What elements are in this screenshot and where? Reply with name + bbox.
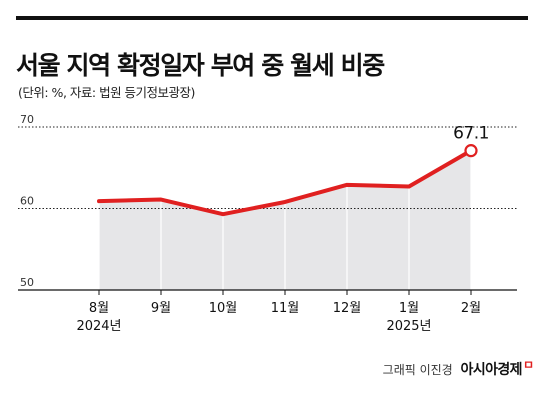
chart-title: 서울 지역 확정일자 부여 중 월세 비중 bbox=[16, 51, 385, 80]
last-point-marker bbox=[464, 144, 478, 158]
x-tick-label-2: 10월 bbox=[209, 301, 238, 316]
data-label-last: 67.1 bbox=[453, 124, 489, 144]
y-tick-label-60: 60 bbox=[20, 195, 34, 208]
series-line bbox=[97, 148, 473, 217]
x-tick-label-3: 11월 bbox=[271, 301, 300, 316]
credit: 그래픽 이진경 아시아경제ㅁ bbox=[383, 356, 534, 379]
brand-mark-icon: ㅁ bbox=[522, 358, 534, 372]
top-rule bbox=[16, 16, 528, 20]
brand-logo: 아시아경제 bbox=[460, 362, 523, 378]
chart-subtitle: (단위: %, 자료: 법원 등기정보광장) bbox=[18, 85, 195, 100]
x-tick-label-5: 1월 bbox=[399, 301, 419, 316]
year-label-1: 2025년 bbox=[386, 319, 431, 334]
y-tick-label-50: 50 bbox=[20, 276, 34, 289]
x-tick-label-0: 8월 bbox=[89, 301, 109, 316]
x-tick-label-1: 9월 bbox=[151, 301, 171, 316]
x-tick-label-4: 12월 bbox=[333, 301, 362, 316]
year-label-0: 2024년 bbox=[76, 319, 121, 334]
graphic-credit: 그래픽 이진경 bbox=[382, 363, 453, 377]
x-tick-label-6: 2월 bbox=[461, 301, 481, 316]
y-tick-label-70: 70 bbox=[20, 113, 34, 126]
